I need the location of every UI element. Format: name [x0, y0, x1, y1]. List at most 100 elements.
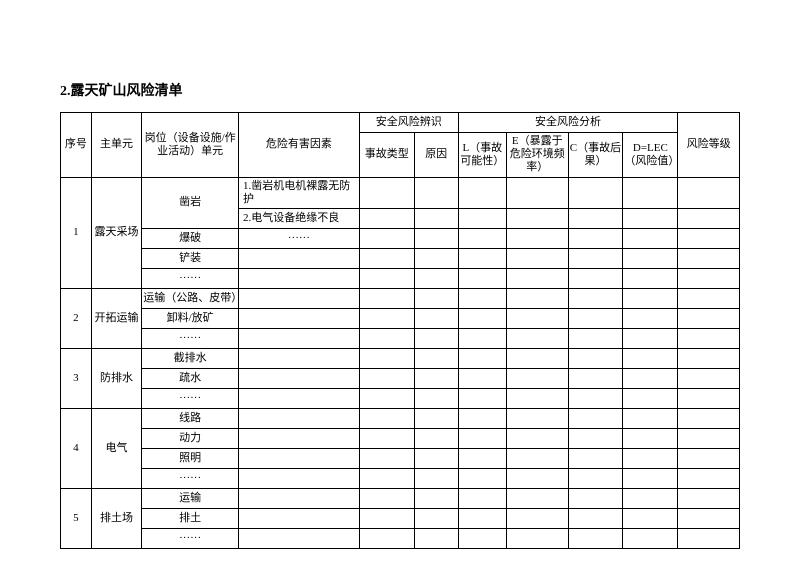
cell-empty	[359, 308, 414, 328]
cell-empty	[414, 228, 458, 248]
cell-empty	[458, 388, 506, 408]
cell-empty	[506, 288, 568, 308]
table-row: ······	[61, 468, 740, 488]
cell-empty	[506, 177, 568, 208]
cell-empty	[678, 208, 740, 228]
cell-main-unit: 电气	[91, 408, 142, 488]
cell-empty	[678, 248, 740, 268]
table-row: ······	[61, 528, 740, 548]
cell-empty	[623, 328, 678, 348]
cell-empty	[359, 468, 414, 488]
table-row: ······	[61, 388, 740, 408]
cell-empty	[458, 508, 506, 528]
cell-main-unit: 防排水	[91, 348, 142, 408]
cell-empty	[414, 328, 458, 348]
cell-seq: 3	[61, 348, 92, 408]
cell-empty	[568, 308, 623, 328]
cell-empty	[678, 428, 740, 448]
cell-empty	[359, 228, 414, 248]
cell-empty	[506, 488, 568, 508]
table-row: 爆破······	[61, 228, 740, 248]
header-hazard: 危险有害因素	[238, 113, 359, 178]
cell-empty	[414, 388, 458, 408]
cell-empty	[458, 228, 506, 248]
cell-seq: 2	[61, 288, 92, 348]
cell-empty	[414, 428, 458, 448]
cell-hazard	[238, 448, 359, 468]
cell-hazard	[238, 288, 359, 308]
cell-empty	[506, 308, 568, 328]
cell-hazard	[238, 308, 359, 328]
table-row: 2开拓运输运输（公路、皮带）	[61, 288, 740, 308]
cell-empty	[414, 248, 458, 268]
cell-empty	[359, 248, 414, 268]
document-title: 2.露天矿山风险清单	[60, 80, 740, 100]
cell-empty	[568, 228, 623, 248]
cell-empty	[359, 528, 414, 548]
header-seq: 序号	[61, 113, 92, 178]
cell-empty	[623, 508, 678, 528]
cell-empty	[506, 448, 568, 468]
cell-empty	[678, 388, 740, 408]
cell-empty	[359, 208, 414, 228]
cell-empty	[458, 308, 506, 328]
cell-empty	[623, 448, 678, 468]
risk-list-table: 序号 主单元 岗位（设备设施/作业活动）单元 危险有害因素 安全风险辨识 安全风…	[60, 112, 740, 549]
cell-empty	[678, 177, 740, 208]
cell-empty	[568, 388, 623, 408]
cell-empty	[458, 428, 506, 448]
cell-empty	[506, 468, 568, 488]
table-row: 卸料/放矿	[61, 308, 740, 328]
cell-main-unit: 排土场	[91, 488, 142, 548]
cell-hazard: ······	[238, 228, 359, 248]
cell-empty	[568, 468, 623, 488]
cell-empty	[458, 468, 506, 488]
cell-empty	[458, 408, 506, 428]
cell-empty	[506, 408, 568, 428]
cell-post: ······	[142, 388, 239, 408]
header-main-unit: 主单元	[91, 113, 142, 178]
cell-empty	[506, 208, 568, 228]
cell-hazard	[238, 508, 359, 528]
cell-empty	[678, 508, 740, 528]
cell-empty	[414, 208, 458, 228]
cell-empty	[359, 177, 414, 208]
cell-empty	[678, 468, 740, 488]
cell-empty	[359, 388, 414, 408]
table-row: 铲装	[61, 248, 740, 268]
cell-empty	[678, 228, 740, 248]
cell-empty	[458, 368, 506, 388]
cell-empty	[359, 488, 414, 508]
cell-empty	[506, 428, 568, 448]
cell-empty	[568, 208, 623, 228]
cell-empty	[506, 368, 568, 388]
cell-empty	[568, 177, 623, 208]
cell-empty	[623, 368, 678, 388]
cell-empty	[623, 468, 678, 488]
cell-empty	[568, 248, 623, 268]
header-cause: 原因	[414, 133, 458, 178]
cell-post: 动力	[142, 428, 239, 448]
cell-empty	[414, 468, 458, 488]
cell-empty	[623, 208, 678, 228]
table-row: ······	[61, 328, 740, 348]
cell-empty	[623, 268, 678, 288]
cell-empty	[458, 488, 506, 508]
cell-hazard	[238, 268, 359, 288]
table-row: 4电气线路	[61, 408, 740, 428]
cell-empty	[414, 348, 458, 368]
cell-empty	[359, 448, 414, 468]
cell-empty	[623, 288, 678, 308]
cell-seq: 5	[61, 488, 92, 548]
cell-empty	[568, 428, 623, 448]
cell-empty	[623, 248, 678, 268]
cell-empty	[359, 428, 414, 448]
cell-post: ······	[142, 268, 239, 288]
cell-empty	[414, 368, 458, 388]
cell-empty	[568, 288, 623, 308]
cell-empty	[506, 228, 568, 248]
cell-seq: 1	[61, 177, 92, 288]
cell-empty	[458, 208, 506, 228]
table-row: 3防排水截排水	[61, 348, 740, 368]
cell-post: ······	[142, 468, 239, 488]
